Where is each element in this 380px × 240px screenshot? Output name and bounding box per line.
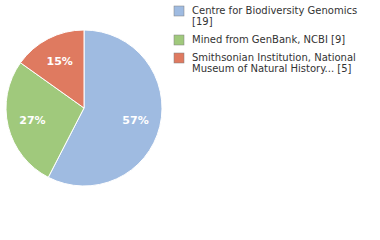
legend-swatch — [174, 53, 184, 63]
data-label: 27% — [19, 114, 45, 127]
legend: Centre for Biodiversity Genomics[19] Mine… — [174, 5, 357, 74]
data-labels: 57% 27% 15% — [19, 55, 148, 128]
pie — [6, 30, 162, 186]
data-label: 15% — [47, 55, 73, 68]
legend-swatch — [174, 6, 184, 16]
legend-label: Smithsonian Institution, NationalMuseum … — [192, 52, 356, 74]
legend-label: Mined from GenBank, NCBI [9] — [192, 34, 345, 45]
data-label: 57% — [122, 114, 148, 127]
legend-label: Centre for Biodiversity Genomics[19] — [192, 5, 357, 27]
pie-slice — [20, 30, 84, 108]
chart: 57% 27% 15% Centre for Biodiversity Genomic… — [0, 0, 380, 240]
legend-swatch — [174, 35, 184, 45]
